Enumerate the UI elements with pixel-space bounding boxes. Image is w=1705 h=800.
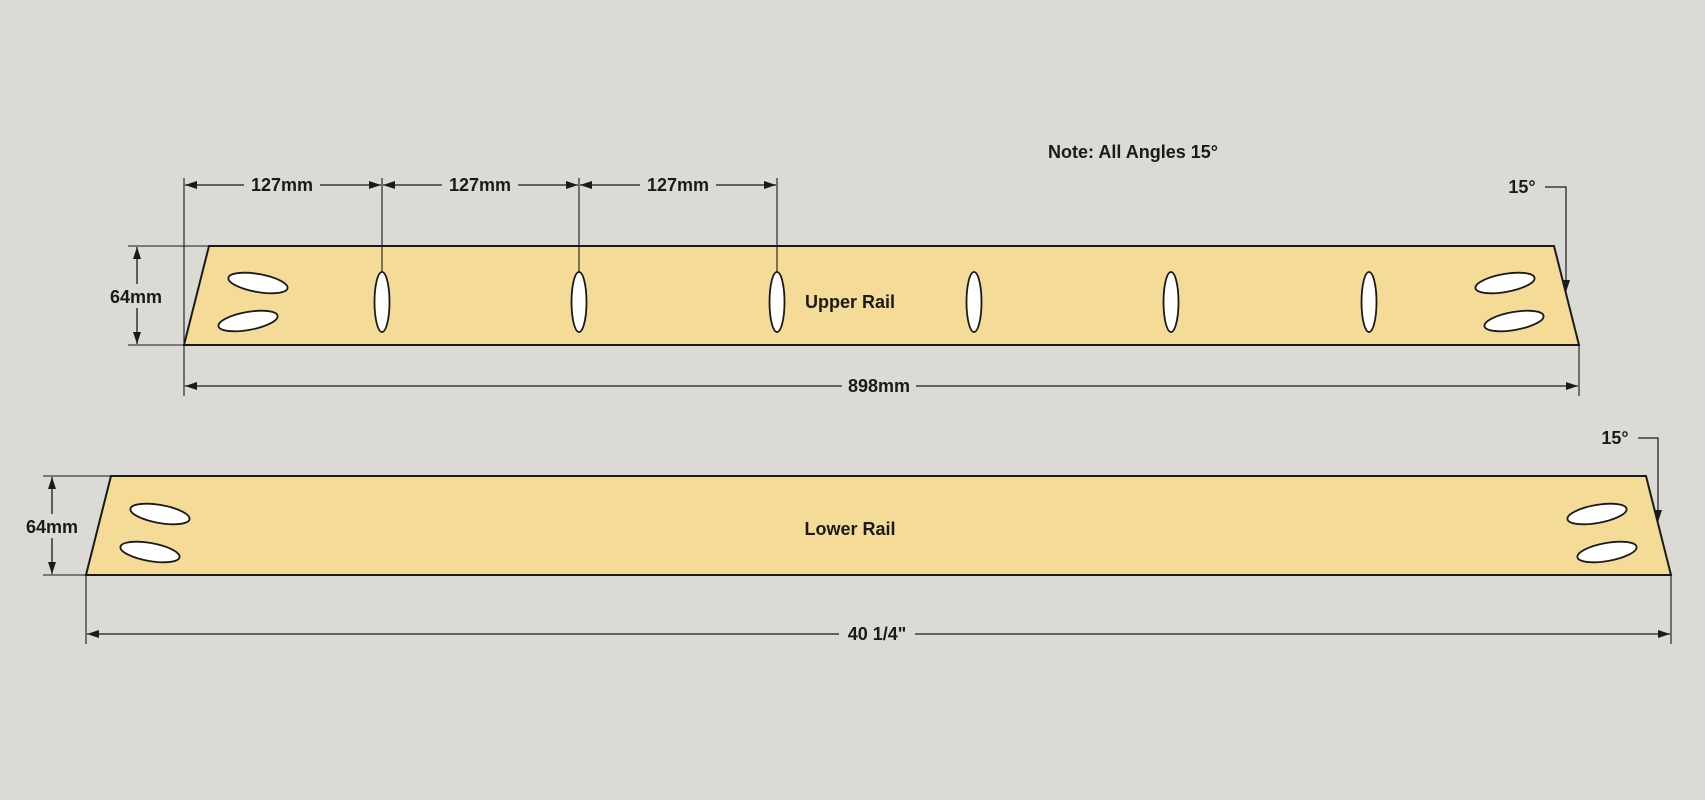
upper-left-pocket-hole-bottom xyxy=(217,309,279,333)
upper-height-label-bg xyxy=(104,284,168,308)
lower-height-dim-text: 64mm xyxy=(26,517,78,537)
lower-length-label-bg xyxy=(839,622,915,646)
lower-left-pocket-hole-top xyxy=(129,502,191,526)
upper-slot-hole-6 xyxy=(1360,271,1378,333)
lower-angle-leader xyxy=(1638,437,1662,522)
upper-spacing-dim-text-1: 127mm xyxy=(251,175,313,195)
upper-angle-leader xyxy=(1545,186,1570,292)
upper-length-label-bg xyxy=(842,374,916,398)
upper-length-dim-text: 898mm xyxy=(848,376,910,396)
upper-spacing-dim-text-2: 127mm xyxy=(449,175,511,195)
lower-angle-dim-text: 15° xyxy=(1601,428,1628,448)
upper-rail: Upper Rail 64mm 127mm 127mm 127mm 898mm … xyxy=(104,173,1581,398)
upper-spacing-dim-text-3: 127mm xyxy=(647,175,709,195)
lower-left-pocket-hole-bottom xyxy=(119,540,181,564)
lower-height-label-bg xyxy=(20,514,84,538)
lower-right-pocket-hole-top xyxy=(1566,502,1628,526)
upper-spacing-label-bg-1 xyxy=(244,173,320,197)
lower-length-dim-text: 40 1/4" xyxy=(848,624,907,644)
upper-slot-hole-4 xyxy=(965,271,983,333)
upper-slot-hole-3 xyxy=(768,271,786,333)
upper-slot-hole-5 xyxy=(1162,271,1180,333)
upper-right-pocket-hole-bottom xyxy=(1483,309,1545,333)
upper-height-dim-text: 64mm xyxy=(110,287,162,307)
upper-angle-dim-text: 15° xyxy=(1508,177,1535,197)
upper-slot-hole-1 xyxy=(373,271,391,333)
lower-rail-label: Lower Rail xyxy=(804,519,895,539)
upper-spacing-label-bg-2 xyxy=(442,173,518,197)
lower-right-pocket-hole-bottom xyxy=(1576,540,1638,564)
lower-rail: Lower Rail 64mm 40 1/4" 15° xyxy=(20,428,1673,646)
upper-slot-hole-2 xyxy=(570,271,588,333)
note-text: Note: All Angles 15° xyxy=(1048,142,1218,162)
upper-rail-label: Upper Rail xyxy=(805,292,895,312)
upper-left-pocket-hole-top xyxy=(227,271,289,295)
upper-right-pocket-hole-top xyxy=(1474,271,1536,295)
upper-spacing-label-bg-3 xyxy=(640,173,716,197)
